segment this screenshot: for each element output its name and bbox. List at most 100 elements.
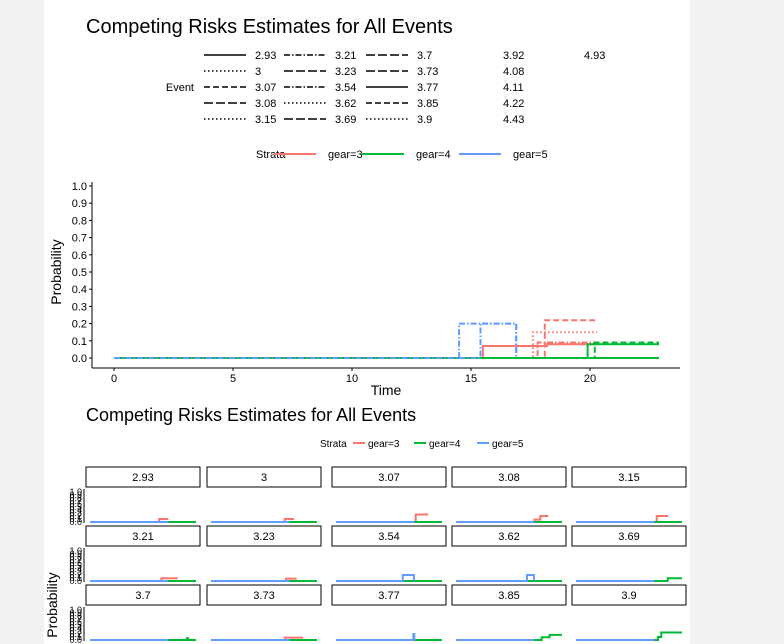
event-legend-label-3.9: 3.9 [417, 114, 432, 126]
facet-2-93-y-tick-label-3: 0.3 [69, 508, 82, 518]
chart1-x-tick-label-15: 15 [465, 373, 477, 385]
chart1-series-gear5-8 [114, 322, 518, 359]
facet-3-21-y-tick-label-6: 0.6 [69, 558, 82, 568]
facet-3-07-series-gear3 [336, 513, 429, 523]
strata-legend-label-gear5: gear=5 [513, 149, 548, 161]
chart1-y-tick-label-0.6: 0.6 [72, 250, 87, 262]
event-legend-label-3.07: 3.07 [255, 82, 276, 94]
chart1-x-label: Time [371, 382, 402, 398]
facet-2-93-y-tick-label-0: 0.0 [69, 517, 82, 527]
facet-3-7-y-tick-label-1: 0.1 [69, 632, 82, 642]
event-legend-label-3.54: 3.54 [335, 82, 356, 94]
chart1-y-tick-label-0.9: 0.9 [72, 198, 87, 210]
facet-3-21-y-tick-label-3: 0.3 [69, 567, 82, 577]
facet-3-77-series-gear5 [336, 633, 416, 641]
facet-2-93-y-tick-label-5: 0.5 [69, 502, 82, 512]
facet-3-strip [206, 466, 322, 488]
event-legend-label-3.7: 3.7 [417, 50, 432, 62]
facet-3-9-label: 3.9 [621, 590, 636, 602]
facet-2-93-y-tick-label-7: 0.7 [69, 496, 82, 506]
event-legend-label-4.43: 4.43 [503, 114, 524, 126]
chart1-y-label: Probability [48, 239, 64, 304]
chart1-series-gear3-0 [114, 343, 598, 359]
facet-3-73-strip [206, 584, 322, 606]
event-legend-label-3.15: 3.15 [255, 114, 276, 126]
chart1-x-tick-label-0: 0 [111, 373, 117, 385]
chart2-strata-legend-label-gear4: gear=4 [429, 439, 461, 450]
facet-3-69-label: 3.69 [618, 531, 639, 543]
event-legend-label-3.77: 3.77 [417, 82, 438, 94]
chart1-series-gear3-3 [114, 341, 598, 359]
event-legend-label-4.22: 4.22 [503, 98, 524, 110]
facet-3-7-y-tick-label-3: 0.3 [69, 626, 82, 636]
facet-2-93-strip [85, 466, 201, 488]
chart2-strata-legend-label-gear5: gear=5 [492, 439, 524, 450]
facet-3-54-strip [331, 525, 447, 547]
facet-3-23-strip [206, 525, 322, 547]
strata-legend-label-gear4: gear=4 [416, 149, 451, 161]
facet-3-21-y-tick-label-0: 0.0 [69, 576, 82, 586]
event-legend-label-4.93: 4.93 [584, 50, 605, 62]
chart1-x-tick-label-20: 20 [584, 373, 596, 385]
chart1-series-gear3-1 [114, 319, 598, 359]
chart1-title: Competing Risks Estimates for All Events [86, 16, 453, 38]
facet-3-21-label: 3.21 [132, 531, 153, 543]
facet-3-62-series-gear5 [456, 574, 535, 582]
facet-3-21-y-tick-label-1: 0.1 [69, 573, 82, 583]
event-legend-label-4.08: 4.08 [503, 66, 524, 78]
facet-3-7-y-tick-label-6: 0.6 [69, 617, 82, 627]
chart1-y-tick-label-0.5: 0.5 [72, 267, 87, 279]
event-legend-label-3.21: 3.21 [335, 50, 356, 62]
facet-3-62-label: 3.62 [498, 531, 519, 543]
facet-3-85-strip [451, 584, 567, 606]
chart2-strata-legend-label-gear3: gear=3 [368, 439, 400, 450]
event-legend-label-3.73: 3.73 [417, 66, 438, 78]
facet-2-93-label: 2.93 [132, 472, 153, 484]
chart1-y-tick-label-0.3: 0.3 [72, 301, 87, 313]
facet-3-7-strip [85, 584, 201, 606]
facet-3-23-label: 3.23 [253, 531, 274, 543]
event-legend-label-3.85: 3.85 [417, 98, 438, 110]
facet-3-21-y-tick-label-8: 0.8 [69, 552, 82, 562]
facet-3-21-y-tick-label-4: 0.4 [69, 564, 82, 574]
facet-3-15-label: 3.15 [618, 472, 639, 484]
facet-3-7-y-tick-label-10: 1.0 [69, 605, 82, 615]
strata-legend-label-gear3: gear=3 [328, 149, 363, 161]
facet-3-62-strip [451, 525, 567, 547]
facet-3-69-strip [571, 525, 687, 547]
chart1-y-tick-label-0.1: 0.1 [72, 336, 87, 348]
event-legend-label-2.93: 2.93 [255, 50, 276, 62]
facet-2-93-y-tick-label-4: 0.4 [69, 505, 82, 515]
event-legend-label-3.62: 3.62 [335, 98, 356, 110]
facet-3-77-strip [331, 584, 447, 606]
facet-2-93-y-tick-label-8: 0.8 [69, 493, 82, 503]
facet-3-7-y-tick-label-4: 0.4 [69, 623, 82, 633]
chart1-series-gear5-7 [114, 322, 518, 359]
chart1-y-tick-label-0.7: 0.7 [72, 233, 87, 245]
facet-3-7-label: 3.7 [135, 590, 150, 602]
facet-3-15-strip [571, 466, 687, 488]
chart2-title: Competing Risks Estimates for All Events [86, 405, 416, 425]
facet-3-77-label: 3.77 [378, 590, 399, 602]
chart1-y-tick-label-0.8: 0.8 [72, 215, 87, 227]
event-legend-label-3.08: 3.08 [255, 98, 276, 110]
event-legend-label-3.92: 3.92 [503, 50, 524, 62]
facet-3-7-series-gear4 [90, 637, 196, 641]
chart1-x-tick-label-5: 5 [230, 373, 236, 385]
chart2-strata-legend-title: Strata [320, 439, 347, 450]
event-legend-label-3.69: 3.69 [335, 114, 356, 126]
chart1-x-tick-label-10: 10 [346, 373, 358, 385]
facet-3-07-strip [331, 466, 447, 488]
facet-2-93-y-tick-label-9: 0.9 [69, 490, 82, 500]
facet-2-93-y-tick-label-6: 0.6 [69, 499, 82, 509]
facet-2-93-y-tick-label-10: 1.0 [69, 487, 82, 497]
facet-3-21-strip [85, 525, 201, 547]
chart1-y-tick-label-0.0: 0.0 [72, 353, 87, 365]
facet-3-9-series-gear4 [576, 631, 682, 641]
facet-2-93-y-tick-label-1: 0.1 [69, 514, 82, 524]
facet-3-08-strip [451, 466, 567, 488]
facet-3-85-label: 3.85 [498, 590, 519, 602]
event-legend-title: Event [166, 82, 194, 94]
facet-3-7-y-tick-label-7: 0.7 [69, 614, 82, 624]
facet-3-21-y-tick-label-5: 0.5 [69, 561, 82, 571]
